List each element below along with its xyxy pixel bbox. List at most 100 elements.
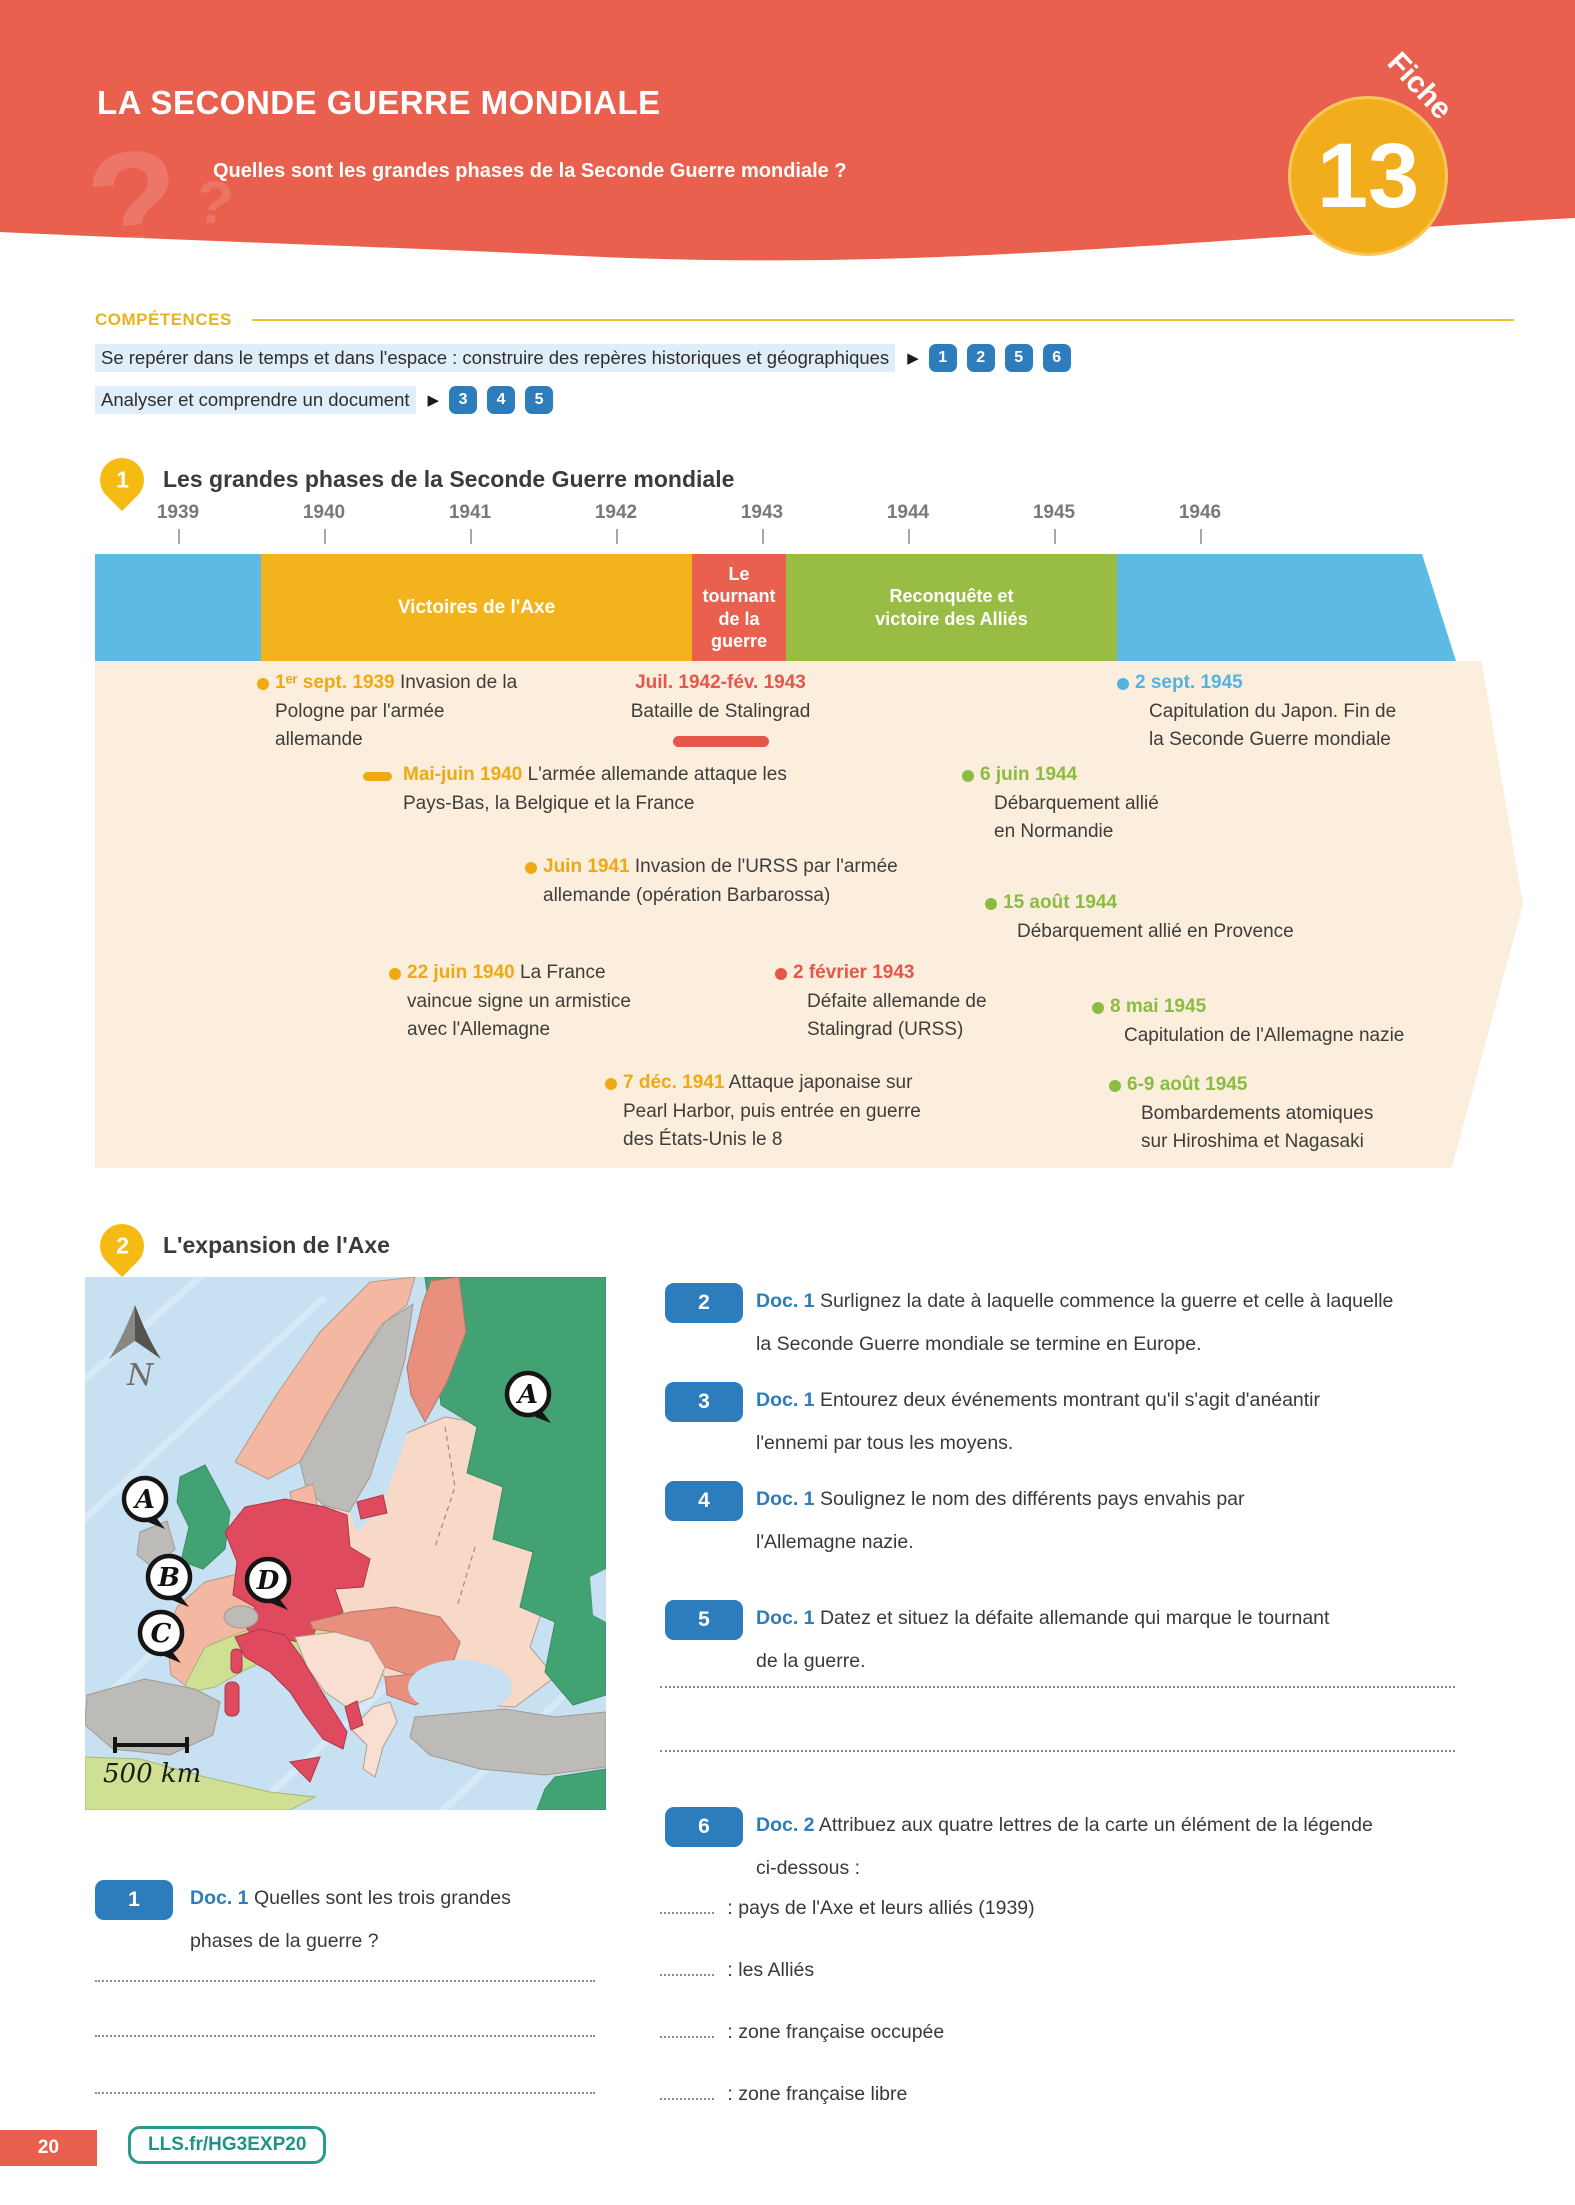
- map-yugoslavia: [294, 1631, 386, 1708]
- phase-victoires-axe: Victoires de l'Axe: [261, 554, 692, 661]
- doc2-pin-badge: 2: [90, 1214, 154, 1278]
- doc-ref: Doc. 1: [190, 1887, 249, 1909]
- map-letter-d: D: [256, 1566, 280, 1596]
- exercise-ref-badge: 1: [928, 344, 957, 372]
- doc1-number: 1: [115, 466, 129, 493]
- question-5-text: Doc. 1 Datez et situez la défaite allema…: [756, 1597, 1356, 1683]
- timeline-event: 2 sept. 1945 Capitulation du Japon. Fin …: [1117, 669, 1407, 755]
- question-6-text: Doc. 2 Attribuez aux quatre lettres de l…: [756, 1804, 1396, 1890]
- timeline-year: 1946: [1178, 502, 1222, 523]
- map-levant-allies: [536, 1768, 606, 1810]
- arrow-right-icon: ▶: [907, 350, 919, 367]
- event-dot-icon: [1117, 678, 1129, 690]
- question-body: Attribuez aux quatre lettres de la carte…: [756, 1814, 1373, 1879]
- question-body: Quelles sont les trois grandes phases de…: [190, 1887, 511, 1952]
- map-norway-occupied: [234, 1277, 416, 1480]
- fiche-number-badge: 13: [1288, 96, 1448, 256]
- event-text: Débarquement allié en Provence: [1017, 920, 1294, 942]
- competence-text: Analyser et comprendre un document: [95, 386, 416, 414]
- legend-label: : pays de l'Axe et leurs alliés (1939): [727, 1897, 1035, 1919]
- timeline-tick: [1054, 529, 1056, 544]
- event-date: Mai-juin 1940: [403, 764, 523, 785]
- event-text: Débarquement allié en Normandie: [994, 792, 1159, 843]
- timeline-event: 1ᵉʳ sept. 1939 Invasion de la Pologne pa…: [257, 669, 535, 755]
- timeline-year: 1940: [302, 502, 346, 523]
- timeline-phase-band: Victoires de l'Axe Le tournant de la gue…: [95, 554, 1456, 661]
- footer-link[interactable]: LLS.fr/HG3EXP20: [128, 2126, 327, 2164]
- event-text: Attaque japonaise sur Pearl Harbor, puis…: [623, 1072, 921, 1150]
- map-uk-allies: [176, 1464, 231, 1570]
- exercise-ref-badge: 3: [449, 386, 478, 414]
- phase-tournant: Le tournant de la guerre: [692, 554, 786, 661]
- doc-ref: Doc. 1: [756, 1607, 815, 1629]
- map-ussr-allies: [424, 1277, 606, 1706]
- event-dash-icon: [363, 772, 392, 781]
- arrow-right-icon: ▶: [427, 392, 440, 409]
- event-date: 8 mai 1945: [1110, 996, 1207, 1017]
- question-2-badge: 2: [665, 1283, 743, 1323]
- timeline-event: Mai-juin 1940 L'armée allemande attaque …: [363, 761, 793, 818]
- event-dot-icon: [962, 770, 974, 782]
- map-letter-c: C: [151, 1619, 172, 1649]
- fiche-number: 13: [1316, 125, 1420, 227]
- competence-row: Analyser et comprendre un document ▶ 3 4…: [95, 386, 563, 414]
- map-scale-bar: 500 km: [103, 1737, 201, 1789]
- page-subtitle: Quelles sont les grandes phases de la Se…: [213, 160, 847, 182]
- event-date: 6 juin 1944: [980, 764, 1078, 785]
- timeline-figure: 1939 1940 1941 1942 1943 1944 1945 1946 …: [95, 502, 1525, 1168]
- legend-blank: [660, 2023, 714, 2038]
- question-1-text: Doc. 1 Quelles sont les trois grandes ph…: [190, 1877, 550, 1963]
- event-text: La France vaincue signe un armistice ave…: [407, 962, 631, 1040]
- timeline-tick: [908, 529, 910, 544]
- event-underline-icon: [672, 736, 769, 747]
- event-dot-icon: [605, 1078, 617, 1090]
- legend-item: : zone française libre: [660, 2083, 907, 2106]
- event-date: 6-9 août 1945: [1127, 1074, 1248, 1095]
- timeline-event: 22 juin 1940 La France vaincue signe un …: [389, 959, 652, 1045]
- timeline-event: Juin 1941 Invasion de l'URSS par l'armée…: [525, 853, 943, 910]
- timeline-tick: [1200, 529, 1202, 544]
- map-italy-axis: [234, 1628, 348, 1750]
- map-black-sea: [408, 1660, 512, 1714]
- legend-item: : pays de l'Axe et leurs alliés (1939): [660, 1897, 1035, 1920]
- question-5-badge: 5: [665, 1600, 743, 1640]
- timeline-year: 1943: [740, 502, 784, 523]
- map-switzerland-neutral: [223, 1605, 259, 1629]
- event-text: Bataille de Stalingrad: [630, 700, 811, 722]
- doc2-number: 2: [115, 1232, 129, 1259]
- page-title: LA SECONDE GUERRE MONDIALE: [97, 84, 661, 121]
- legend-label: : zone française libre: [727, 2083, 908, 2105]
- event-dot-icon: [1109, 1080, 1121, 1092]
- timeline-event: 6 juin 1944 Débarquement allié en Norman…: [962, 761, 1175, 847]
- event-date: 7 déc. 1941: [623, 1072, 725, 1093]
- map-spain-neutral: [85, 1678, 221, 1756]
- exercise-ref-badge: 4: [487, 386, 516, 414]
- question-body: Entourez deux événements montrant qu'il …: [756, 1389, 1321, 1454]
- header-banner: ? ? ? LA SECONDE GUERRE MONDIALE Quelles…: [0, 0, 1575, 336]
- europe-axis-expansion-map: N 500 km A A B C D: [85, 1277, 606, 1810]
- event-text: Invasion de la Pologne par l'armée allem…: [275, 672, 518, 750]
- question-body: Surlignez la date à laquelle commence la…: [756, 1290, 1394, 1355]
- event-date: Juil. 1942-fév. 1943: [635, 672, 806, 693]
- timeline-year: 1945: [1032, 502, 1076, 523]
- event-text: Capitulation du Japon. Fin de la Seconde…: [1149, 700, 1397, 751]
- timeline-year: 1944: [886, 502, 930, 523]
- timeline-tick: [324, 529, 326, 544]
- map-corsica-axis: [230, 1648, 243, 1674]
- event-date: 1ᵉʳ sept. 1939: [275, 672, 395, 693]
- phase-postwar: [1117, 554, 1456, 661]
- competence-text: Se repérer dans le temps et dans l'espac…: [95, 344, 896, 372]
- timeline-event: 7 déc. 1941 Attaque japonaise sur Pearl …: [605, 1069, 923, 1155]
- phase-prewar: [95, 554, 261, 661]
- event-date: 22 juin 1940: [407, 962, 515, 983]
- doc-ref: Doc. 1: [756, 1488, 815, 1510]
- timeline-event: 8 mai 1945 Capitulation de l'Allemagne n…: [1092, 993, 1440, 1050]
- phase-reconquete: Reconquête et victoire des Alliés: [786, 554, 1117, 661]
- doc-ref: Doc. 2: [756, 1814, 815, 1836]
- map-greece: [350, 1701, 398, 1778]
- map-turkey-neutral: [409, 1708, 606, 1776]
- answer-line: [95, 2090, 595, 2094]
- event-text: Bombardements atomiques sur Hiroshima et…: [1141, 1102, 1374, 1153]
- timeline-events-area: 1ᵉʳ sept. 1939 Invasion de la Pologne pa…: [95, 661, 1523, 1168]
- timeline-tick: [470, 529, 472, 544]
